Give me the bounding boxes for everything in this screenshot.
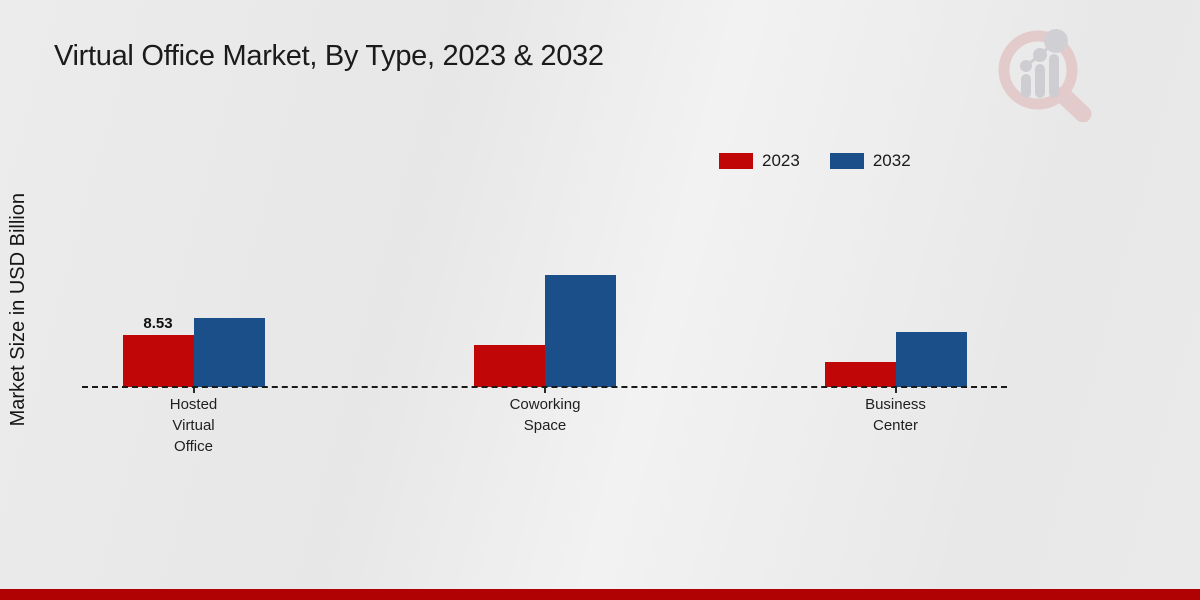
- bar-2032-hosted-virtual-office: [193, 318, 265, 387]
- category-label: Coworking Space: [509, 396, 581, 434]
- x-axis-tick: [544, 388, 546, 393]
- legend-item-2032: 2032: [829, 151, 911, 171]
- magnifier-bar-chart-logo-icon: [998, 29, 1092, 122]
- legend-swatch-2032-icon: [829, 153, 864, 169]
- legend-label-2032: 2032: [872, 151, 911, 170]
- bar-2032-coworking-space: [545, 275, 616, 387]
- x-axis-tick: [894, 388, 897, 393]
- x-axis-tick: [192, 388, 195, 393]
- bar-2023-hosted-virtual-office: [122, 335, 194, 387]
- legend-label-2023: 2023: [762, 151, 800, 170]
- footer-accent-bar: [0, 589, 1200, 600]
- legend-swatch-2023-icon: [719, 153, 753, 169]
- bar-value-label: 8.53: [143, 315, 173, 332]
- bar-2023-business-center: [824, 362, 896, 387]
- bar-2023-coworking-space: [474, 345, 545, 387]
- chart-title: Virtual Office Market, By Type, 2023 & 2…: [54, 40, 604, 72]
- x-axis-baseline: [82, 386, 1007, 388]
- legend-item-2023: 2023: [719, 151, 800, 171]
- bar-2032-business-center: [895, 332, 967, 387]
- category-label: Hosted Virtual Office: [169, 396, 218, 455]
- legend: 2023 2032: [719, 151, 911, 171]
- category-label: Business Center: [865, 396, 926, 434]
